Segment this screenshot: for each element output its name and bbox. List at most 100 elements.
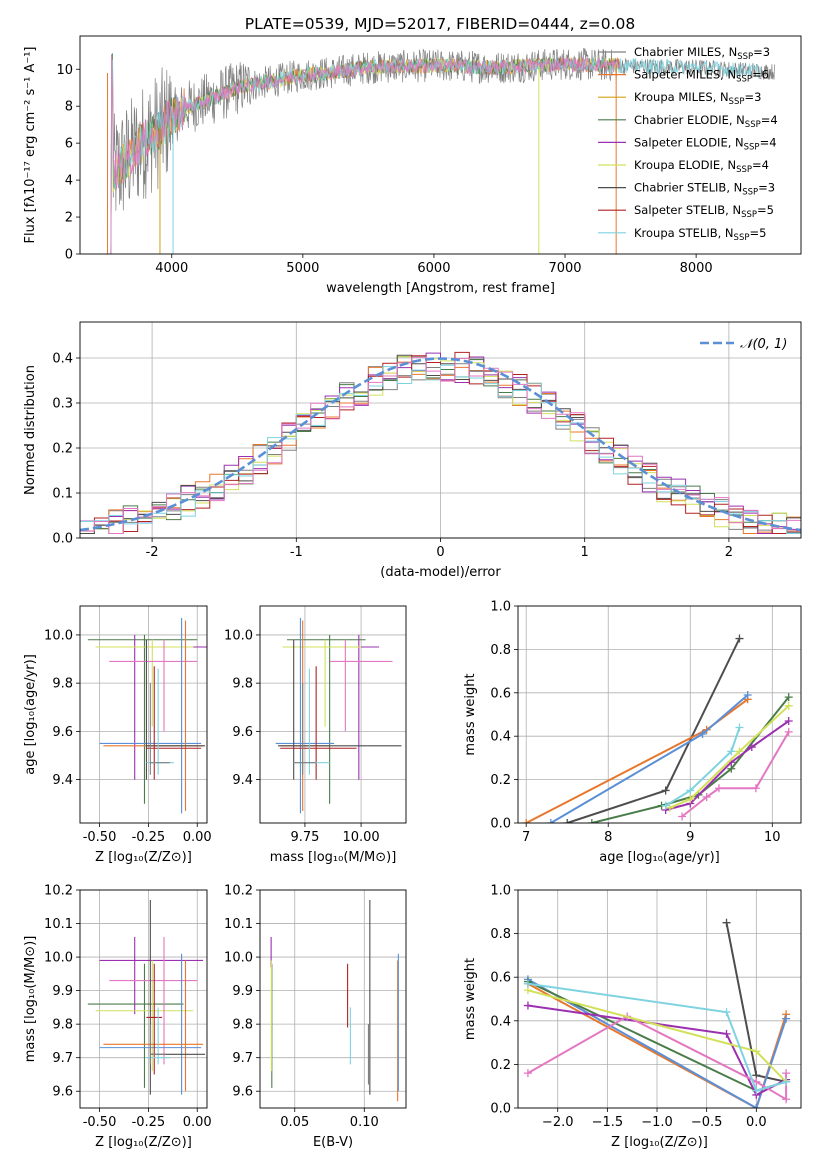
weight_vs_Z-ylabel: mass weight <box>463 958 478 1040</box>
spectrum-axes: 4000 5000 6000 7000 8000 0 2 4 6 8 10 <box>56 63 712 276</box>
weight_vs_age-xlabel: age [log₁₀(age/yr)] <box>599 850 720 865</box>
x-tick-label: −2.0 <box>542 1115 574 1130</box>
y-tick-label: 0.2 <box>490 773 511 788</box>
legend-text: Kroupa MILES, N <box>634 90 729 104</box>
age_vs_Z-xlabel: Z [log₁₀(Z/Z⊙)] <box>95 850 192 865</box>
gauss-legend-label: 𝒩(0, 1) <box>740 337 787 352</box>
residual-histogram <box>80 356 801 534</box>
weight_vs_Z-frame <box>517 889 802 1109</box>
legend-tail: =3 <box>753 45 770 59</box>
y-tick-label: 9.9 <box>52 984 73 999</box>
weight-marker <box>782 1014 791 1023</box>
weight-line <box>525 698 749 823</box>
legend-text: Chabrier STELIB, N <box>634 181 742 195</box>
weight-marker <box>661 801 670 810</box>
weight-marker <box>735 634 744 643</box>
spectrum-ylabel: Flux [fλ10⁻¹⁷ erg cm⁻² s⁻¹ A⁻¹] <box>23 47 38 244</box>
y-tick-label: 10.0 <box>44 628 73 643</box>
y-tick-label: 10.1 <box>224 917 253 932</box>
weight-marker <box>784 701 793 710</box>
age_vs_Z-ylabel: age [log₁₀(age/yr)] <box>23 654 38 775</box>
y-tick-label: 0.4 <box>490 730 511 745</box>
y-tick-label: 0.0 <box>490 1102 511 1117</box>
weight-line <box>527 978 788 1108</box>
y-tick-label: 0.4 <box>52 352 73 367</box>
legend-text: Kroupa STELIB, N <box>634 226 734 240</box>
legend-tail: =5 <box>757 203 774 217</box>
weight-marker <box>523 1069 532 1078</box>
residuals-ylabel: Normed distribution <box>23 365 38 495</box>
legend-sub: SSP <box>737 52 753 62</box>
y-tick-label: 9.8 <box>232 677 253 692</box>
spectrum-model <box>106 52 621 254</box>
weight_vs_age-series <box>522 634 793 823</box>
legend-tail: =4 <box>752 158 769 172</box>
y-tick-label: 10.2 <box>44 884 73 899</box>
x-tick-label: -0.25 <box>132 1115 166 1130</box>
mass_vs_Z-ylabel: mass [log₁₀(M/M⊙)] <box>23 936 38 1063</box>
y-tick-label: 9.6 <box>232 1085 253 1100</box>
legend-sub: SSP <box>736 165 752 175</box>
age_vs_Z-crosses <box>87 618 207 814</box>
y-tick-label: 9.8 <box>232 1018 253 1033</box>
y-tick-label: 0.8 <box>490 927 511 942</box>
spectrum-model <box>106 56 621 254</box>
legend-sub: SSP <box>742 188 758 198</box>
spectrum-lines <box>106 47 775 254</box>
residuals-frame <box>79 321 802 539</box>
weight-line <box>566 638 741 823</box>
weight-marker <box>752 1104 761 1108</box>
weight_vs_age-axes: 7 8 9 10 0.0 0.2 0.4 0.6 0.8 1.0 <box>490 600 801 845</box>
y-tick-label: 0.6 <box>490 971 511 986</box>
x-tick-label: -0.50 <box>83 830 117 845</box>
weight-marker <box>782 1077 791 1086</box>
y-tick-label: 10.0 <box>44 951 73 966</box>
spectrum-model <box>106 56 621 254</box>
y-tick-label: 10 <box>56 63 73 78</box>
weight-marker <box>686 795 695 804</box>
y-tick-label: 9.9 <box>232 984 253 999</box>
weight-marker <box>563 819 572 823</box>
legend-label: Chabrier STELIB, NSSP=3 <box>634 181 775 198</box>
weight-marker <box>743 690 752 699</box>
weight-marker <box>752 1047 761 1056</box>
y-tick-label: 9.6 <box>232 725 253 740</box>
age_vs_Z-frame <box>79 605 208 824</box>
mass_vs_Z-xlabel: Z [log₁₀(Z/Z⊙)] <box>95 1135 192 1150</box>
weight-marker <box>661 786 670 795</box>
legend-label: Salpeter MILES, NSSP=6 <box>634 68 769 85</box>
age_vs_mass-frame <box>259 605 407 824</box>
legend-label: Kroupa MILES, NSSP=3 <box>634 90 761 107</box>
age_vs_mass-axes: 9.75 10.00 9.4 9.6 9.8 10.0 <box>224 606 406 845</box>
y-tick-label: 0.0 <box>490 817 511 832</box>
x-tick-label: 0.10 <box>350 1115 379 1130</box>
y-tick-label: 0.0 <box>52 532 73 547</box>
y-tick-label: 10.0 <box>224 628 253 643</box>
y-tick-label: 0 <box>65 248 73 263</box>
legend-tail: =5 <box>749 226 766 240</box>
y-tick-label: 0.3 <box>52 397 73 412</box>
weight-marker <box>686 786 695 795</box>
legend-text: Chabrier ELODIE, N <box>634 113 745 127</box>
residuals-xlabel: (data-model)/error <box>380 565 501 580</box>
gaussian-curve <box>80 357 801 532</box>
y-tick-label: 9.8 <box>52 677 73 692</box>
weight_vs_age-ylabel: mass weight <box>463 673 478 755</box>
weight-line <box>681 731 790 818</box>
y-tick-label: 10.1 <box>44 917 73 932</box>
weight-marker <box>722 1029 731 1038</box>
spectrum-frame <box>79 35 802 255</box>
x-tick-label: −1.5 <box>592 1115 624 1130</box>
legend-tail: =6 <box>752 68 769 82</box>
x-tick-label: 7000 <box>548 261 581 276</box>
y-tick-label: 10.2 <box>224 884 253 899</box>
legend-sub: SSP <box>734 233 750 243</box>
mass_vs_Z-frame <box>79 889 208 1109</box>
weight-marker <box>665 803 674 812</box>
y-tick-label: 9.4 <box>52 773 73 788</box>
y-tick-label: 1.0 <box>490 884 511 899</box>
y-tick-label: 1.0 <box>490 600 511 615</box>
spectrum-data <box>112 47 775 211</box>
x-tick-label: 4000 <box>155 261 188 276</box>
